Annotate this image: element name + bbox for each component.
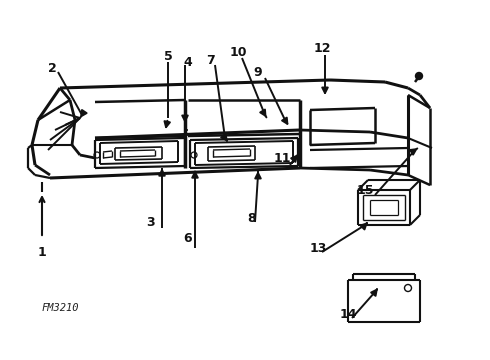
Text: 14: 14 <box>339 309 357 321</box>
Text: 6: 6 <box>184 231 192 244</box>
Text: 10: 10 <box>229 45 247 58</box>
Text: 12: 12 <box>313 41 331 54</box>
Text: 7: 7 <box>206 54 215 67</box>
Text: 8: 8 <box>247 211 256 225</box>
Text: 15: 15 <box>356 184 374 197</box>
Text: 2: 2 <box>48 62 56 75</box>
Circle shape <box>416 72 422 80</box>
Text: 11: 11 <box>273 152 291 165</box>
Text: 9: 9 <box>254 66 262 78</box>
Text: FM3210: FM3210 <box>42 303 79 313</box>
Text: 5: 5 <box>164 50 172 63</box>
Text: 4: 4 <box>184 55 193 68</box>
Text: 3: 3 <box>146 216 154 229</box>
Text: 13: 13 <box>309 242 327 255</box>
Text: 1: 1 <box>38 246 47 258</box>
